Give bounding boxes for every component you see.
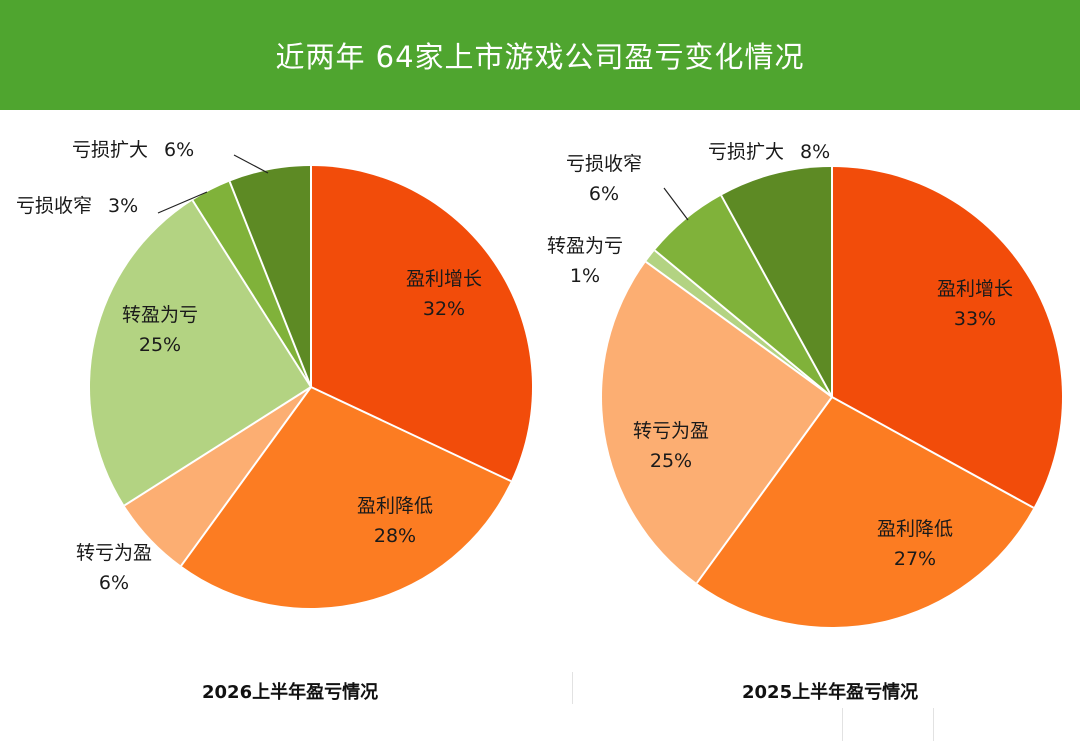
slice-value-label: 32% xyxy=(423,298,465,320)
slice-value-label: 25% xyxy=(139,334,181,356)
slice-label: 盈利增长 xyxy=(406,268,482,290)
slice-value-label: 27% xyxy=(894,548,936,570)
page-title: 近两年 64家上市游戏公司盈亏变化情况 xyxy=(275,40,805,74)
slice-label: 亏损收窄 xyxy=(566,153,642,175)
pie-slice xyxy=(192,181,311,387)
slice-separator xyxy=(696,396,833,584)
slice-value-label: 6% xyxy=(589,183,619,205)
header-banner: 近两年 64家上市游戏公司盈亏变化情况 xyxy=(0,0,1080,110)
slice-value-label: 3% xyxy=(108,195,138,217)
slice-label: 转盈为亏 xyxy=(547,235,623,257)
pie-slice xyxy=(124,387,312,566)
leader-line xyxy=(233,154,269,174)
slice-label: 亏损扩大 xyxy=(72,139,148,161)
pie-slice xyxy=(602,261,832,584)
pie-slice xyxy=(181,387,511,609)
slice-value-label: 6% xyxy=(99,572,129,594)
pie-slice xyxy=(721,167,832,397)
slice-separator xyxy=(645,261,833,398)
pie-slice xyxy=(89,200,311,506)
slice-value-label: 6% xyxy=(164,139,194,161)
corner-line-right xyxy=(933,708,934,741)
slice-label: 转盈为亏 xyxy=(122,304,198,326)
slice-separator xyxy=(180,386,312,567)
slice-value-label: 25% xyxy=(650,450,692,472)
slice-separator xyxy=(654,249,833,398)
leader-line xyxy=(157,191,208,214)
slice-separator xyxy=(191,199,312,388)
pie-slice xyxy=(311,166,533,482)
slice-value-label: 1% xyxy=(570,265,600,287)
leader-line xyxy=(663,187,689,221)
slice-label: 盈利增长 xyxy=(937,278,1013,300)
pie-slice xyxy=(645,250,832,397)
pie-slice xyxy=(229,166,311,387)
slice-label: 转亏为盈 xyxy=(633,420,709,442)
slice-separator xyxy=(720,194,833,398)
slice-value-label: 8% xyxy=(800,141,830,163)
corner-line-left xyxy=(842,708,843,741)
slice-separator xyxy=(123,386,312,507)
slice-label: 亏损扩大 xyxy=(708,141,784,163)
slice-label: 盈利降低 xyxy=(877,518,953,540)
slice-value-label: 33% xyxy=(954,308,996,330)
chart-caption-2026: 2026上半年盈亏情况 xyxy=(202,682,379,703)
slice-label: 转亏为盈 xyxy=(76,542,152,564)
slice-label: 亏损收窄 xyxy=(16,195,92,217)
pie-0: 盈利增长 32% 盈利降低 28% 转亏为盈 6% 转盈为亏 25% 亏损收窄 3% 亏损扩大 6% xyxy=(16,139,533,609)
slice-separator xyxy=(831,396,1035,509)
pie-slice xyxy=(832,167,1062,508)
chart-caption-2025: 2025上半年盈亏情况 xyxy=(742,682,919,703)
slice-label: 盈利降低 xyxy=(357,495,433,517)
slice-separator xyxy=(310,386,512,483)
slice-separator xyxy=(228,181,312,388)
caption-divider xyxy=(572,672,573,704)
pie-slice xyxy=(696,397,1034,627)
slice-value-label: 28% xyxy=(374,525,416,547)
pie-1: 盈利增长 33% 盈利降低 27% 转亏为盈 25% 转盈为亏 1% 亏损收窄 6% 亏损扩大 8% xyxy=(547,141,1062,627)
pie-slice xyxy=(654,195,832,397)
